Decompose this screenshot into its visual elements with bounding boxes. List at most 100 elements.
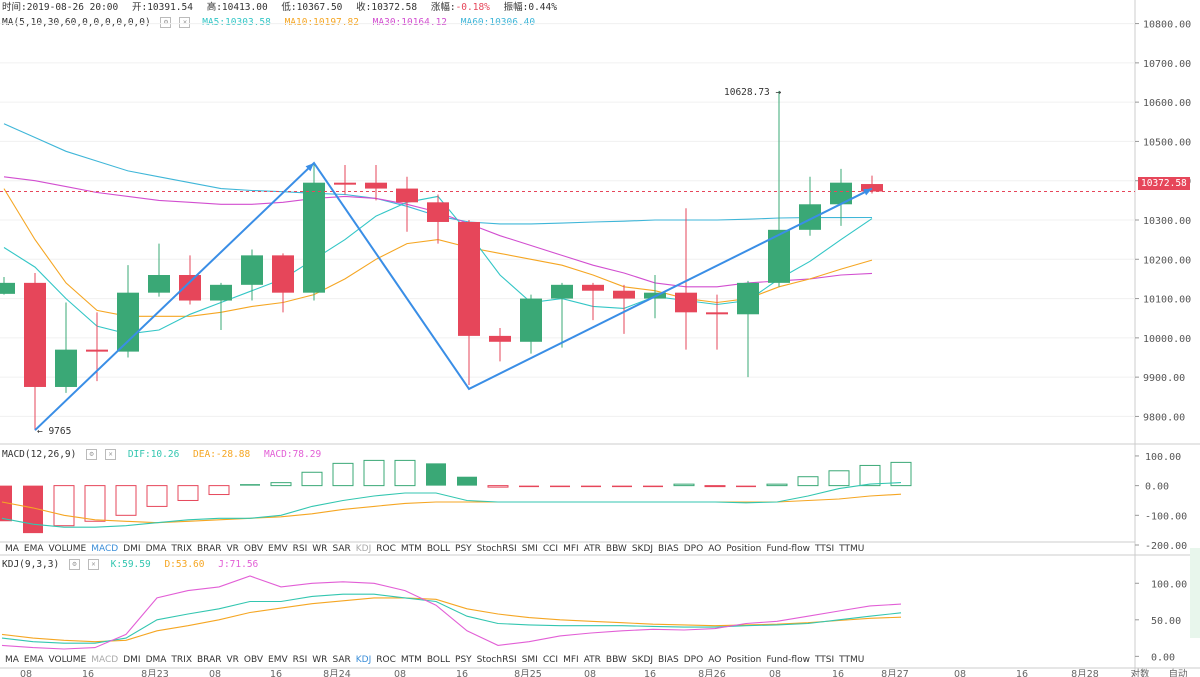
indicator-tab-dpo[interactable]: DPO: [683, 655, 704, 665]
indicator-tab-ttsi[interactable]: TTSI: [814, 544, 835, 554]
low-label: 低:10367.50: [281, 2, 343, 13]
indicator-tab-stochrsi[interactable]: StochRSI: [476, 544, 517, 554]
indicator-tab-boll[interactable]: BOLL: [426, 544, 451, 554]
indicator-tab-roc[interactable]: ROC: [376, 655, 396, 665]
indicator-tab-ttsi[interactable]: TTSI: [814, 655, 835, 665]
candle-body: [551, 284, 573, 299]
indicator-tab-vr[interactable]: VR: [226, 655, 239, 665]
indicator-tab-psy[interactable]: PSY: [455, 544, 472, 554]
indicator-tab-ttmu[interactable]: TTMU: [839, 544, 865, 554]
macd-histogram-bar: [673, 483, 695, 487]
indicator-tab-atr[interactable]: ATR: [583, 544, 601, 554]
indicator-tab-smi[interactable]: SMI: [521, 655, 538, 665]
settings-icon[interactable]: ⚙: [68, 559, 80, 570]
price-tick-label: 10000.00: [1143, 334, 1191, 345]
indicator-tab-trix[interactable]: TRIX: [171, 655, 192, 665]
indicator-tab-ema[interactable]: EMA: [23, 544, 44, 554]
indicator-tab-cci[interactable]: CCI: [542, 544, 559, 554]
candle-body: [458, 221, 480, 336]
indicator-tab-bbw[interactable]: BBW: [605, 544, 627, 554]
indicator-tab-dmi[interactable]: DMI: [123, 655, 141, 665]
candle-body: [396, 188, 418, 203]
indicator-tab-kdj[interactable]: KDJ: [355, 544, 372, 554]
indicator-tab-obv[interactable]: OBV: [243, 655, 264, 665]
candle-body: [334, 182, 356, 185]
indicator-tab-brar[interactable]: BRAR: [197, 655, 222, 665]
indicator-tab-emv[interactable]: EMV: [268, 544, 288, 554]
indicator-tab-skdj[interactable]: SKDJ: [631, 544, 654, 554]
indicator-tab-brar[interactable]: BRAR: [197, 544, 222, 554]
indicator-tab-stochrsi[interactable]: StochRSI: [476, 655, 517, 665]
macd-histogram-bar: [704, 485, 726, 488]
close-label: 收:10372.58: [356, 2, 418, 13]
price-tick-label: 10700.00: [1143, 59, 1191, 70]
macd-histogram-bar: [487, 485, 509, 488]
indicator-tab-smi[interactable]: SMI: [521, 544, 538, 554]
indicator-tab-macd[interactable]: MACD: [91, 544, 119, 554]
close-icon[interactable]: ✕: [179, 17, 191, 28]
time-axis-label: 08: [769, 669, 781, 677]
indicator-tab-ao[interactable]: AO: [708, 544, 722, 554]
indicator-tab-mtm[interactable]: MTM: [400, 544, 422, 554]
macd-histogram-bar: [457, 476, 477, 486]
right-edge-strip: [1190, 548, 1200, 638]
indicator-tab-cci[interactable]: CCI: [542, 655, 559, 665]
indicator-tab-volume[interactable]: VOLUME: [48, 544, 87, 554]
close-icon[interactable]: ✕: [105, 449, 117, 460]
indicator-tab-dmi[interactable]: DMI: [123, 544, 141, 554]
indicator-tab-macd[interactable]: MACD: [91, 655, 119, 665]
indicator-tab-bias[interactable]: BIAS: [658, 544, 679, 554]
indicator-tab-wr[interactable]: WR: [312, 655, 328, 665]
indicator-tab-mtm[interactable]: MTM: [400, 655, 422, 665]
indicator-tab-rsi[interactable]: RSI: [292, 544, 308, 554]
close-icon[interactable]: ✕: [87, 559, 99, 570]
indicator-tab-position[interactable]: Position: [726, 544, 762, 554]
indicator-tab-ao[interactable]: AO: [708, 655, 722, 665]
indicator-tab-kdj[interactable]: KDJ: [355, 655, 372, 665]
indicator-tab-roc[interactable]: ROC: [376, 544, 396, 554]
indicator-tab-rsi[interactable]: RSI: [292, 655, 308, 665]
indicator-tab-wr[interactable]: WR: [312, 544, 328, 554]
indicator-tab-bbw[interactable]: BBW: [605, 655, 627, 665]
indicator-tab-dma[interactable]: DMA: [145, 544, 167, 554]
indicator-tab-vr[interactable]: VR: [226, 544, 239, 554]
indicator-tab-position[interactable]: Position: [726, 655, 762, 665]
indicator-tab-psy[interactable]: PSY: [455, 655, 472, 665]
indicator-tab-ttmu[interactable]: TTMU: [839, 655, 865, 665]
indicator-tab-emv[interactable]: EMV: [268, 655, 288, 665]
macd-histogram-bar: [612, 485, 632, 488]
indicator-tab-ma[interactable]: MA: [5, 544, 19, 554]
indicator-tab-skdj[interactable]: SKDJ: [631, 655, 654, 665]
j-line: [1, 575, 902, 650]
low-marker-label: ← 9765: [37, 426, 71, 437]
candle-body: [830, 182, 852, 205]
indicator-tab-mfi[interactable]: MFI: [563, 544, 579, 554]
indicator-tab-boll[interactable]: BOLL: [426, 655, 451, 665]
indicator-tab-obv[interactable]: OBV: [243, 544, 264, 554]
indicator-tab-fund-flow[interactable]: Fund-flow: [766, 544, 810, 554]
ma5-value: MA5:10303.58: [202, 17, 271, 28]
macd-histogram-bar: [0, 485, 12, 522]
candle-body: [210, 284, 232, 301]
macd-histogram-bar: [426, 463, 446, 486]
indicator-tab-bias[interactable]: BIAS: [658, 655, 679, 665]
indicator-tab-ma[interactable]: MA: [5, 655, 19, 665]
indicator-tab-ema[interactable]: EMA: [23, 655, 44, 665]
indicator-tab-trix[interactable]: TRIX: [171, 544, 192, 554]
indicator-tab-atr[interactable]: ATR: [583, 655, 601, 665]
indicator-tab-sar[interactable]: SAR: [332, 655, 351, 665]
price-tick-label: 10300.00: [1143, 216, 1191, 227]
indicator-tab-volume[interactable]: VOLUME: [48, 655, 87, 665]
indicator-tab-sar[interactable]: SAR: [332, 544, 351, 554]
macd-histogram-bar: [301, 471, 323, 487]
macd-params-label: MACD(12,26,9): [2, 449, 77, 460]
indicator-tab-dpo[interactable]: DPO: [683, 544, 704, 554]
settings-icon[interactable]: ⚙: [160, 17, 172, 28]
settings-icon[interactable]: ⚙: [86, 449, 98, 460]
indicator-tab-dma[interactable]: DMA: [145, 655, 167, 665]
indicator-tab-fund-flow[interactable]: Fund-flow: [766, 655, 810, 665]
indicator-tabs-macd: MA EMA VOLUME MACD DMI DMA TRIX BRAR VR OBV EMV RSI…: [0, 543, 864, 555]
time-axis-label: 对数: [1130, 668, 1150, 677]
indicator-tab-mfi[interactable]: MFI: [563, 655, 579, 665]
